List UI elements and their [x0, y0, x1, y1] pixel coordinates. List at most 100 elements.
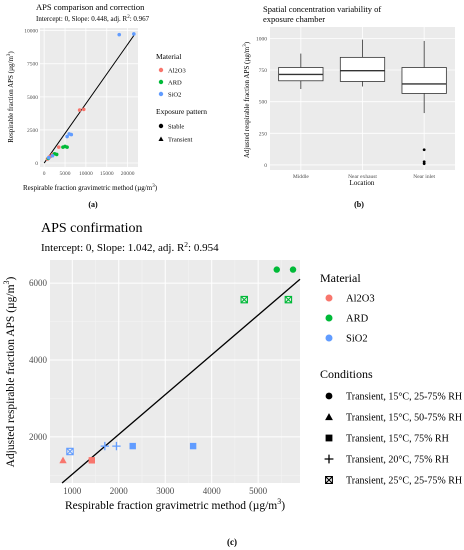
x-tick-label: Near inlet	[413, 174, 435, 180]
x-tick-label: Near exhaust	[348, 174, 377, 180]
legend-label-condition: Transient, 20°C, 75% RH	[346, 455, 449, 466]
panel-b-y-axis-label: Adjusted respirable fraction APS (µg/m3)	[243, 41, 251, 158]
data-point-sio2	[65, 134, 69, 139]
x-tick-label: 2000	[110, 486, 129, 496]
y-tick-label: 1000	[256, 36, 267, 42]
data-point-sio2	[46, 155, 51, 160]
legend-label-sio2: SiO2	[346, 334, 368, 345]
panel-a-subtitle: Intercept: 0, Slope: 0.448, adj. R2: 0.9…	[36, 15, 150, 23]
y-tick-label: 2000	[29, 432, 48, 442]
data-point-sio2-square	[189, 442, 197, 450]
x-tick-label: 15000	[100, 171, 114, 177]
panel-a-x-axis-label: Respirable fraction gravimetric method (…	[23, 184, 158, 192]
panel-b-title-line-1: Spatial concentration variability of	[263, 4, 381, 14]
y-tick-label: 5000	[27, 95, 38, 101]
y-tick-label: 250	[259, 131, 268, 137]
panel-c-y-axis-label: Adjusted respirable fraction APS (µg/m3)	[2, 276, 17, 467]
legend-label-ard: ARD	[168, 79, 182, 86]
data-point-al2o3-square	[88, 457, 96, 464]
legend-label-condition: Transient, 15°C, 25-75% RH	[346, 392, 462, 403]
x-tick-label: 3000	[156, 486, 175, 496]
data-point-ard	[65, 145, 69, 149]
y-tick-label: 750	[259, 68, 268, 74]
panel-a-y-ticks: 0 2500 5000 7500 10000	[24, 29, 38, 167]
panel-b-y-ticks: 0 250 500 750 1000	[256, 36, 267, 169]
legend-swatch-ard	[158, 79, 164, 85]
panel-c-fit	[61, 278, 301, 484]
legend-swatch-al2o3	[158, 67, 164, 73]
x-tick-label: 4000	[203, 486, 222, 496]
panel-a-fit	[43, 35, 135, 164]
legend-swatch-sio2	[325, 334, 333, 342]
data-point-sio2-boxx	[66, 447, 74, 456]
y-tick-label: 500	[259, 100, 268, 106]
data-point-al2o3	[81, 107, 86, 112]
panel-c-subtitle: Intercept: 0, Slope: 1.042, adj. R2: 0.9…	[41, 240, 219, 254]
panel-b-x-axis-label: Location	[350, 179, 375, 187]
regression-line	[43, 35, 135, 164]
panel-c-legend-conditions-title: Conditions	[320, 367, 373, 381]
panel-c-x-axis-label: Respirable fraction gravimetric method (…	[65, 497, 285, 512]
y-tick-label: 7500	[27, 62, 38, 68]
data-point-al2o3-triangle	[59, 456, 67, 464]
panel-b: Spatial concentration variability of exp…	[243, 4, 455, 209]
legend-label-condition: Transient, 15°C, 75% RH	[346, 434, 449, 445]
box-near-inlet	[401, 67, 447, 94]
legend-label-condition: Transient, 25°C, 25-75% RH	[346, 476, 462, 487]
legend-label-sio2: SiO2	[168, 91, 181, 98]
y-tick-label: 4000	[29, 355, 48, 365]
data-point-sio2-square	[129, 442, 136, 450]
legend-label-condition: Transient, 15°C, 50-75% RH	[346, 413, 462, 424]
legend-shape-triangle	[325, 413, 333, 421]
x-tick-label: 10000	[79, 171, 93, 177]
data-point-al2o3	[77, 108, 82, 112]
panel-c-points	[59, 266, 297, 464]
box-near-exhaust	[339, 56, 386, 82]
legend-label-transient: Transient	[168, 136, 193, 143]
regression-line	[61, 278, 301, 484]
panel-c: APS confirmation Intercept: 0, Slope: 1.…	[2, 221, 462, 547]
panel-c-x-ticks: 1000 2000 3000 4000 5000	[63, 486, 267, 496]
y-tick-label: 10000	[24, 29, 38, 35]
legend-label-al2o3: Al2O3	[346, 294, 375, 305]
x-tick-label: 0	[43, 171, 46, 177]
data-point-ard	[54, 152, 59, 157]
panel-a-legend: Material Exposure pattern Al2O3 ARD SiO2 St…	[156, 52, 207, 143]
legend-swatch-sio2	[158, 91, 164, 97]
panel-b-caption: (b)	[354, 200, 364, 209]
legend-swatch-al2o3	[325, 294, 333, 302]
legend-shape-circle	[325, 392, 333, 400]
data-point-ard-boxx	[240, 295, 248, 304]
data-point-ard-circle	[289, 266, 297, 273]
data-point-sio2	[69, 132, 74, 137]
data-point-sio2-plus	[112, 441, 121, 451]
panel-a-legend-material-title: Material	[156, 52, 181, 61]
panel-c-y-ticks: 2000 4000 6000	[29, 278, 48, 442]
panel-c-plot-background	[50, 260, 300, 483]
panel-a-y-axis-label: Respirable fraction APS (µg/m3)	[7, 51, 15, 143]
panel-c-legend-material-title: Material	[320, 271, 361, 285]
panel-a-legend-pattern-title: Exposure pattern	[156, 107, 207, 116]
legend-shape-transient	[158, 136, 164, 142]
panel-b-x-ticks: Middle Near exhaust Near inlet	[293, 174, 436, 180]
y-tick-label: 6000	[29, 278, 48, 288]
data-point-ard-boxx	[284, 295, 293, 304]
data-point-ard-circle	[273, 266, 280, 273]
data-point-sio2	[50, 153, 55, 158]
legend-label-ard: ARD	[346, 314, 369, 325]
panel-a: APS comparison and correction Intercept:…	[7, 2, 207, 209]
x-tick-label: 5000	[249, 486, 268, 496]
panel-a-title: APS comparison and correction	[36, 2, 145, 12]
data-point-al2o3	[56, 145, 61, 149]
legend-shape-plus	[324, 454, 334, 464]
x-tick-label: 20000	[121, 171, 135, 177]
legend-shape-stable	[158, 123, 164, 129]
legend-swatch-ard	[325, 314, 333, 322]
legend-shape-boxx	[325, 476, 333, 484]
panel-a-plot-background	[40, 28, 138, 167]
legend-label-stable: Stable	[168, 123, 184, 130]
x-tick-label: Middle	[293, 174, 309, 180]
y-tick-label: 0	[35, 161, 38, 167]
panel-a-x-ticks: 0 5000 10000 15000 20000	[43, 171, 135, 177]
